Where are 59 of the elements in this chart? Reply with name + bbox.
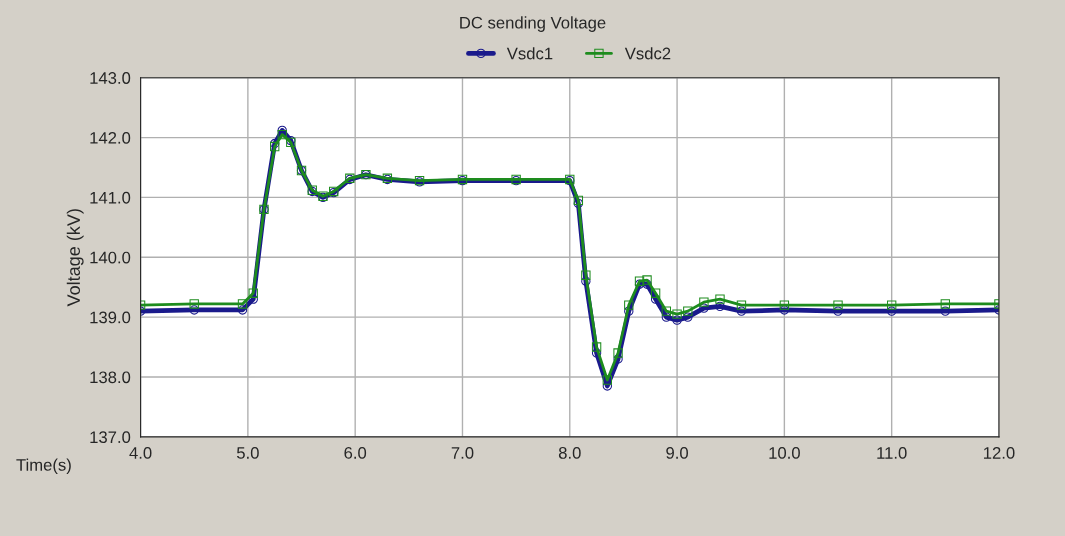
point <box>715 301 725 312</box>
legend-label: Vsdc2 <box>624 47 671 60</box>
point <box>736 306 747 316</box>
point <box>886 300 897 310</box>
point <box>613 354 623 364</box>
point <box>581 276 591 286</box>
y-tick-label: 138.0 <box>90 371 131 384</box>
point <box>886 306 897 316</box>
point <box>624 300 634 310</box>
x-tick-label: 4.0 <box>129 447 152 459</box>
y-tick-label: 137.0 <box>90 431 131 444</box>
x-axis-title: Time(s) <box>16 458 71 475</box>
point <box>715 294 725 304</box>
point <box>642 275 652 285</box>
point <box>189 299 199 309</box>
point <box>940 306 951 316</box>
y-tick-label: 142.0 <box>90 131 131 144</box>
x-tick-label: 6.0 <box>344 447 367 459</box>
point <box>613 348 623 358</box>
y-tick-label: 143.0 <box>90 72 131 84</box>
point <box>699 297 709 307</box>
point <box>581 270 591 280</box>
y-tick-label: 141.0 <box>90 191 131 204</box>
point <box>699 303 709 313</box>
point <box>940 299 951 309</box>
legend-label: Vsdc1 <box>506 47 553 60</box>
point <box>189 305 199 315</box>
point <box>661 306 672 316</box>
point <box>779 300 790 310</box>
point <box>833 306 843 316</box>
point <box>248 288 258 298</box>
point <box>602 375 613 385</box>
point <box>661 312 672 322</box>
point <box>736 300 747 310</box>
x-tick-label: 5.0 <box>236 447 259 459</box>
point <box>237 305 248 315</box>
y-axis-title: Voltage (kV) <box>66 209 84 307</box>
y-tick-label: 140.0 <box>90 251 131 264</box>
x-tick-label: 11.0 <box>877 447 907 459</box>
x-tick-label: 9.0 <box>666 447 689 459</box>
point <box>237 299 248 309</box>
point <box>624 306 634 316</box>
point <box>650 288 661 298</box>
x-tick-label: 7.0 <box>451 447 474 459</box>
point <box>591 342 602 352</box>
x-tick-label: 10.0 <box>769 447 800 459</box>
y-tick-label: 139.0 <box>90 311 131 324</box>
point <box>277 129 287 140</box>
point <box>779 305 790 315</box>
chart-title: DC sending Voltage <box>460 16 606 32</box>
point <box>672 309 682 319</box>
point <box>683 312 693 322</box>
x-tick-label: 12.0 <box>984 447 1015 459</box>
point <box>833 300 843 310</box>
point <box>683 306 693 316</box>
point <box>248 294 258 304</box>
point <box>672 315 682 325</box>
x-tick-label: 8.0 <box>558 447 581 459</box>
point <box>591 348 602 358</box>
